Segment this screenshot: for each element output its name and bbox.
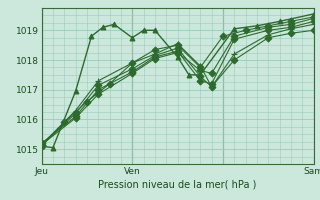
X-axis label: Pression niveau de la mer( hPa ): Pression niveau de la mer( hPa ) bbox=[99, 180, 257, 190]
